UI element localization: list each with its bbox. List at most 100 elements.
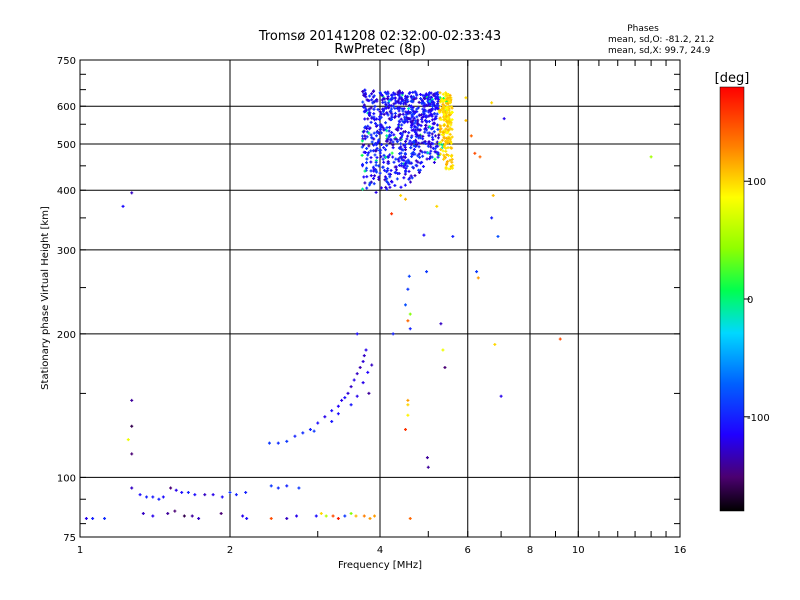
data-point — [377, 164, 381, 168]
data-point — [408, 180, 412, 184]
data-point — [324, 514, 328, 518]
data-point — [491, 193, 495, 197]
x-tick-label: 2 — [227, 545, 233, 556]
data-point — [445, 153, 449, 157]
data-point — [442, 109, 446, 113]
data-point — [360, 153, 364, 157]
data-point — [450, 153, 454, 157]
data-point — [381, 165, 385, 169]
data-point — [392, 102, 396, 106]
data-point — [349, 403, 353, 407]
data-point — [401, 112, 405, 116]
y-tick-label: 100 — [57, 473, 76, 484]
data-point — [219, 512, 223, 516]
data-point — [386, 167, 390, 171]
data-point — [382, 153, 386, 157]
data-point — [502, 117, 506, 121]
data-point — [431, 138, 435, 142]
data-point — [358, 365, 362, 369]
phases-label: Phases — [627, 24, 659, 34]
data-point — [382, 168, 386, 172]
data-point — [374, 124, 378, 128]
data-point — [234, 493, 238, 497]
data-point — [404, 148, 408, 152]
data-point — [365, 98, 369, 102]
data-point — [409, 136, 413, 140]
data-point — [402, 107, 406, 111]
data-point — [436, 127, 440, 131]
data-point — [244, 490, 248, 494]
data-point — [386, 181, 390, 185]
data-point — [373, 121, 377, 125]
data-point — [276, 441, 280, 445]
chart-title: Tromsø 20141208 02:32:00-02:33:43 — [258, 29, 501, 44]
data-point — [384, 139, 388, 143]
data-point — [430, 114, 434, 118]
data-point — [410, 107, 414, 111]
data-point — [379, 116, 383, 120]
data-point — [370, 98, 374, 102]
data-point — [367, 111, 371, 115]
data-point — [388, 125, 392, 129]
data-point — [352, 378, 356, 382]
data-point — [433, 147, 437, 151]
data-point — [432, 102, 436, 106]
data-point — [430, 155, 434, 159]
data-point — [425, 157, 429, 161]
data-point — [396, 125, 400, 129]
data-point — [412, 97, 416, 101]
data-point — [450, 118, 454, 122]
data-point — [393, 170, 397, 174]
data-point — [422, 104, 426, 108]
data-point — [415, 122, 419, 126]
data-point — [363, 126, 367, 130]
data-point — [381, 126, 385, 130]
data-point — [439, 127, 443, 131]
data-point — [444, 149, 448, 153]
data-point — [420, 141, 424, 145]
data-point — [379, 123, 383, 127]
data-point — [343, 396, 347, 400]
data-point — [365, 175, 369, 179]
data-point — [403, 130, 407, 134]
data-point — [409, 174, 413, 178]
data-point — [441, 115, 445, 119]
data-point — [406, 287, 410, 291]
data-point — [403, 143, 407, 147]
data-point — [408, 139, 412, 143]
data-point — [426, 465, 430, 469]
data-point — [438, 109, 442, 113]
data-point — [365, 161, 369, 165]
data-point — [442, 129, 446, 133]
data-point — [130, 486, 134, 490]
data-point — [374, 160, 378, 164]
data-point — [378, 92, 382, 96]
data-point — [386, 137, 390, 141]
data-point — [377, 117, 381, 121]
data-point — [161, 495, 165, 499]
data-point — [379, 155, 383, 159]
y-tick-label: 750 — [57, 56, 76, 67]
data-point — [382, 112, 386, 116]
data-point — [399, 185, 403, 189]
data-point — [389, 138, 393, 142]
data-point — [422, 96, 426, 100]
data-point — [366, 124, 370, 128]
data-point — [558, 337, 562, 341]
data-point — [440, 146, 444, 150]
data-point — [365, 127, 369, 131]
data-point — [441, 104, 445, 108]
data-point — [384, 102, 388, 106]
data-point — [375, 117, 379, 121]
data-point — [377, 138, 381, 142]
data-point — [404, 113, 408, 117]
data-point — [411, 90, 415, 94]
data-point — [349, 385, 353, 389]
data-point — [445, 106, 449, 110]
data-points — [84, 88, 653, 521]
data-point — [370, 363, 374, 367]
data-point — [301, 431, 305, 435]
data-point — [394, 101, 398, 105]
data-point — [412, 116, 416, 120]
